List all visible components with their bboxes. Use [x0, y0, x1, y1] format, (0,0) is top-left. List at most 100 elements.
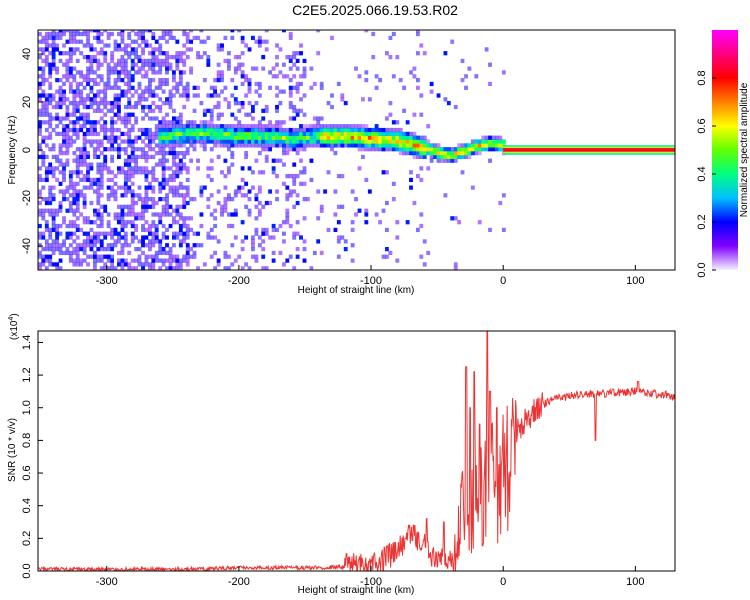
spectrogram-cell: [89, 120, 94, 125]
spectrogram-cell: [55, 101, 60, 106]
spectrogram-cell: [223, 208, 228, 213]
spectrogram-cell: [158, 81, 163, 87]
spectrogram-cell: [295, 174, 300, 179]
spectrogram-cell: [209, 135, 214, 140]
spectrogram-cell: [436, 158, 441, 163]
spectrogram-cell: [62, 62, 66, 67]
spectrogram-cell: [460, 151, 465, 156]
spectrogram-cell: [154, 85, 159, 90]
spectrogram-cell: [199, 139, 204, 144]
spectrogram-cell: [233, 55, 238, 60]
spectrogram-cell: [165, 112, 169, 117]
spectrogram-cell: [488, 139, 492, 144]
spectrogram-cell: [429, 147, 434, 152]
spectrogram-cell: [93, 55, 97, 60]
spectrogram-cell: [79, 89, 84, 94]
spectrogram-cell: [278, 139, 283, 144]
spectrogram-cell: [385, 200, 389, 206]
spectrogram-cell: [75, 208, 80, 213]
spectrogram-cell: [130, 93, 135, 98]
spectrogram-cell: [488, 62, 492, 67]
spectrogram-cell: [185, 39, 190, 44]
spectrogram-cell: [120, 35, 125, 41]
spectrogram-cell: [144, 104, 149, 110]
spectrogram-cell: [151, 66, 156, 71]
spectrogram-cell: [161, 262, 166, 267]
spectrogram-cell: [120, 89, 125, 94]
spectrogram-cell: [117, 204, 121, 209]
spectrogram-cell: [161, 177, 166, 183]
spectrogram-cell: [233, 258, 238, 263]
spectrogram-cell: [309, 266, 314, 270]
spectrogram-cell: [268, 120, 273, 125]
spectrogram-cell: [182, 162, 187, 167]
spectrogram-cell: [233, 193, 238, 198]
spectrogram-cell: [41, 235, 46, 240]
spectrogram-cell: [470, 151, 475, 156]
spectrogram-cell: [79, 243, 84, 248]
spectrogram-cell: [99, 97, 104, 102]
spectrogram-cell: [82, 120, 87, 125]
spectrogram-cell: [144, 74, 149, 79]
spectrogram-cell: [48, 162, 53, 167]
spectrogram-cell: [209, 235, 214, 240]
spectrogram-cell: [213, 223, 218, 229]
spectrogram-cell: [402, 147, 407, 152]
spectrogram-cell: [110, 135, 115, 140]
spectrogram-cell: [137, 135, 142, 140]
spectrogram-cell: [316, 131, 321, 137]
spectrogram-cell: [51, 97, 56, 102]
spectrogram-cell: [103, 135, 108, 140]
spectrogram-cell: [41, 162, 46, 167]
spectrogram-cell: [261, 66, 266, 71]
spectrogram-cell: [86, 104, 90, 110]
spectrogram-cell: [79, 177, 84, 183]
spectrogram-cell: [123, 189, 128, 194]
spectrogram-cell: [182, 43, 187, 48]
spectrogram-cell: [130, 231, 135, 236]
spectrogram-cell: [498, 143, 503, 148]
spectrogram-cell: [161, 250, 166, 256]
spectrogram-cell: [41, 70, 46, 75]
spectrogram-cell: [244, 262, 249, 267]
spectrogram-cell: [257, 39, 262, 44]
spectrogram-cell: [172, 74, 176, 79]
spectrogram-cell: [86, 30, 90, 33]
spectrogram-cell: [68, 101, 73, 106]
spectrogram-cell: [422, 51, 427, 56]
spectrogram-cell: [93, 243, 97, 248]
spectrogram-cell: [443, 193, 448, 198]
spectrogram-cell: [106, 166, 111, 171]
spectrogram-cell: [165, 135, 169, 140]
spectrogram-cell: [230, 143, 235, 148]
spectrogram-cell: [175, 235, 180, 240]
spectrogram-cell: [65, 97, 70, 102]
spectrogram-cell: [172, 216, 176, 221]
spectrogram-cell: [144, 166, 149, 171]
spectrogram-cell: [154, 212, 159, 217]
spectrogram-cell: [302, 93, 307, 98]
spectrogram-cell: [312, 81, 317, 87]
spectrogram-cell: [58, 250, 63, 256]
spectrogram-cell: [175, 139, 180, 144]
spectrogram-cell: [271, 158, 276, 163]
spectrogram-cell: [48, 247, 53, 252]
spectrogram-cell: [178, 231, 183, 236]
spectrogram-cell: [398, 143, 403, 148]
spectrogram-cell: [254, 89, 259, 94]
spectrogram-cell: [240, 101, 245, 106]
spectrogram-cell: [148, 30, 152, 33]
spectrogram-cell: [436, 154, 441, 160]
spectrogram-cell: [261, 227, 266, 233]
spectrogram-cell: [333, 143, 338, 148]
spectrogram-cell: [154, 127, 159, 133]
spectrogram-cell: [192, 108, 197, 113]
spectrogram-cell: [48, 147, 53, 152]
spectrogram-cell: [72, 139, 77, 144]
spectrogram-cell: [446, 154, 451, 160]
spectrogram-cell: [79, 70, 84, 75]
spectrogram-cell: [93, 262, 97, 267]
spectrogram-cell: [113, 85, 118, 90]
spectrogram-cell: [364, 212, 369, 217]
spectrogram-cell: [209, 131, 214, 137]
